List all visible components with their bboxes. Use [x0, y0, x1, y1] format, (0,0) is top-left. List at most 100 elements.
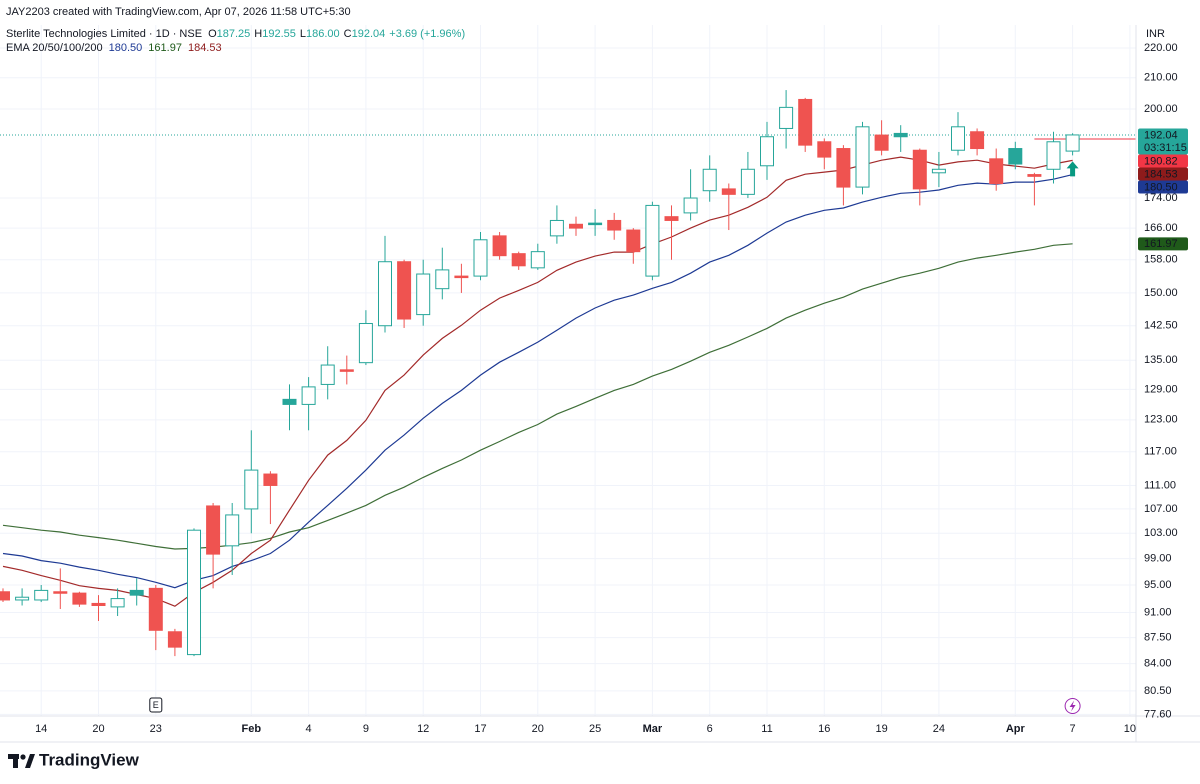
- candle-body: [53, 591, 68, 594]
- indicator-value: 184.53: [187, 42, 222, 54]
- indicator: EMA 20/50/100/200: [6, 42, 103, 54]
- x-tick-label: 24: [933, 723, 945, 735]
- candle-body: [626, 229, 641, 253]
- signal-arrow: [1066, 161, 1079, 177]
- candle-body: [282, 398, 297, 405]
- candle-body: [760, 136, 774, 167]
- countdown: 03:31:15: [1144, 142, 1187, 154]
- ema-line: [2, 174, 1073, 589]
- candle-body: [244, 469, 259, 510]
- candle-body: [187, 529, 201, 656]
- ema-line: [2, 156, 1073, 607]
- candle-body: [855, 126, 870, 188]
- candle-body: [358, 322, 373, 364]
- y-tick-label: 95.00: [1144, 579, 1172, 591]
- x-tick-label: 14: [35, 723, 47, 735]
- y-tick-label: 107.00: [1144, 503, 1178, 515]
- candle-body: [951, 126, 965, 151]
- x-tick-label: 25: [589, 723, 601, 735]
- ohlc-key: O: [208, 28, 217, 40]
- y-tick-label: 103.00: [1144, 527, 1178, 539]
- ohlc-key: H: [254, 28, 263, 40]
- price-tag: [1138, 154, 1188, 168]
- currency: INR: [1146, 28, 1165, 40]
- grid: [0, 25, 1136, 716]
- price-tag-label: 161.97: [1144, 238, 1178, 250]
- x-tick-label: 20: [92, 723, 104, 735]
- y-tick-label: 135.00: [1144, 354, 1178, 366]
- credit: JAY2203 created with TradingView.com, Ap…: [6, 6, 351, 18]
- price-tag-label: 192.04: [1144, 129, 1178, 141]
- candle-body: [110, 598, 125, 608]
- indicator-value: 161.97: [148, 42, 182, 54]
- candle-body: [225, 514, 240, 547]
- x-tick-label: 10: [1124, 723, 1136, 735]
- candle-body: [301, 386, 316, 405]
- candle-body: [0, 591, 10, 601]
- y-tick-label: 174.00: [1144, 192, 1178, 204]
- price-tag: [1138, 167, 1188, 181]
- ohlc-value: 192.04: [351, 28, 386, 40]
- candle-body: [1065, 134, 1080, 152]
- earnings-box: [149, 697, 163, 713]
- candle-body: [15, 596, 30, 601]
- y-tick-label: 87.50: [1144, 631, 1172, 643]
- ohlc-value: 187.25: [216, 28, 251, 40]
- y-tick-label: 84.00: [1144, 658, 1172, 670]
- candle-body: [549, 219, 564, 237]
- x-tick-label: 17: [474, 723, 486, 735]
- candle-body: [740, 168, 755, 195]
- x-tick-label: 9: [363, 723, 369, 735]
- y-tick-label: 210.00: [1144, 72, 1178, 84]
- ema-line: [2, 243, 1073, 550]
- ohlc-key: C: [343, 28, 352, 40]
- candle-body: [72, 592, 87, 605]
- price-tag-label: 180.50: [1144, 181, 1178, 193]
- y-tick-label: 220.00: [1144, 42, 1178, 54]
- candle-body: [320, 364, 335, 385]
- candle-body: [970, 131, 985, 150]
- candle-body: [836, 148, 851, 188]
- candle-body: [664, 216, 679, 221]
- candle-body: [721, 188, 736, 195]
- candle-body: [397, 261, 412, 320]
- candle-body: [607, 219, 622, 231]
- candle-body: [263, 473, 278, 486]
- legend-row: Sterlite Technologies Limited · 1D · NSE…: [6, 28, 467, 40]
- price-tag: [1138, 180, 1188, 194]
- candle-body: [416, 273, 431, 316]
- price-tag-label: 190.82: [1144, 155, 1178, 167]
- price-tag-label: 184.53: [1144, 168, 1178, 180]
- price-tag: [1138, 237, 1188, 251]
- x-tick-label: Apr: [1006, 723, 1026, 735]
- y-tick-label: 91.00: [1144, 606, 1172, 618]
- y-tick-label: 166.00: [1144, 222, 1178, 234]
- candle-body: [989, 158, 1004, 184]
- y-tick-label: 117.00: [1144, 446, 1177, 458]
- y-tick-label: 123.00: [1144, 414, 1178, 426]
- candle-body: [569, 223, 583, 229]
- y-tick-label: 111.00: [1144, 479, 1176, 491]
- change: +3.69 (+1.96%): [389, 28, 466, 40]
- earnings-label: E: [153, 700, 159, 710]
- y-tick-label: 129.00: [1144, 383, 1178, 395]
- y-tick-label: 200.00: [1144, 103, 1178, 115]
- candle-body: [683, 197, 698, 214]
- candle-body: [645, 204, 660, 277]
- candle-body: [1046, 141, 1061, 170]
- candle-body: [931, 168, 946, 174]
- price-tag: [1138, 128, 1188, 155]
- candle-body: [817, 141, 832, 158]
- x-tick-label: Feb: [242, 723, 262, 735]
- brand: TradingView: [39, 750, 140, 769]
- candle-body: [912, 149, 927, 190]
- legend-row: EMA 20/50/100/200 180.50 161.97 184.53: [6, 42, 228, 54]
- plot-area: [0, 90, 1136, 657]
- y-tick-label: 80.50: [1144, 685, 1172, 697]
- candle-body: [129, 589, 144, 596]
- candle-body: [874, 134, 889, 151]
- candle-body: [378, 261, 392, 327]
- brand-logo: [8, 754, 35, 768]
- y-tick-label: 99.00: [1144, 553, 1172, 565]
- candle-body: [34, 589, 49, 601]
